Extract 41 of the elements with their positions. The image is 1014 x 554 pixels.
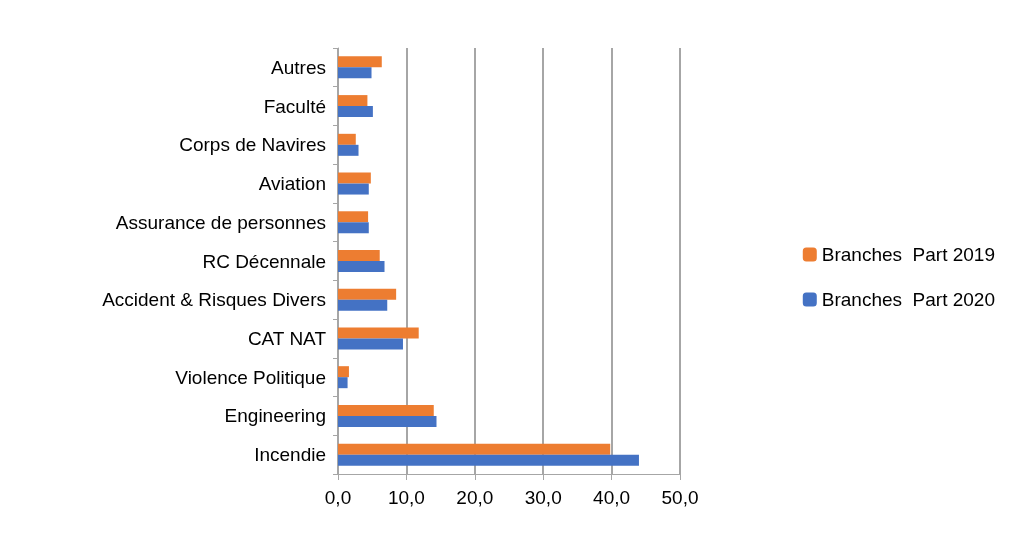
bar [338,299,388,311]
bar [338,404,434,416]
bar [338,443,611,455]
y-tick-label: Incendie [254,444,326,466]
bar [338,67,372,79]
bar [338,366,349,378]
bar [338,454,639,466]
bar [338,338,403,350]
bar [338,415,437,427]
x-tick-label: 20,0 [456,487,494,508]
legend-label: Branches Part 2020 [821,289,995,310]
bar [338,250,380,261]
y-tick-label: Violence Politique [175,366,326,388]
bar [338,222,369,234]
y-tick-label: Assurance de personnes [115,211,326,233]
x-tick-label: 30,0 [524,487,562,508]
y-tick-label: Corps de Navires [179,134,326,156]
y-tick-label: Faculté [263,95,326,117]
x-tick-label: 40,0 [593,487,631,508]
bar [338,172,371,184]
bar [338,144,359,156]
y-tick-label: Autres [271,56,326,78]
y-tick-label: CAT NAT [247,327,327,349]
x-tick-label: 10,0 [387,487,425,508]
y-tick-label: Accident & Risques Divers [102,289,326,311]
bar [338,211,369,223]
y-tick-label: RC Décennale [202,250,326,272]
x-tick-label: 50,0 [661,487,699,508]
bar [338,288,397,300]
bar [338,183,369,195]
bar [338,95,368,107]
bar [338,106,373,118]
bar [338,327,419,339]
x-tick-label: 0,0 [324,487,352,508]
bar [338,377,348,389]
bar [338,56,382,68]
bar [338,261,385,272]
bar [338,133,356,145]
y-tick-label: Engineering [224,405,326,427]
y-tick-label: Aviation [258,173,326,195]
legend-label: Branches Part 2019 [821,244,995,265]
